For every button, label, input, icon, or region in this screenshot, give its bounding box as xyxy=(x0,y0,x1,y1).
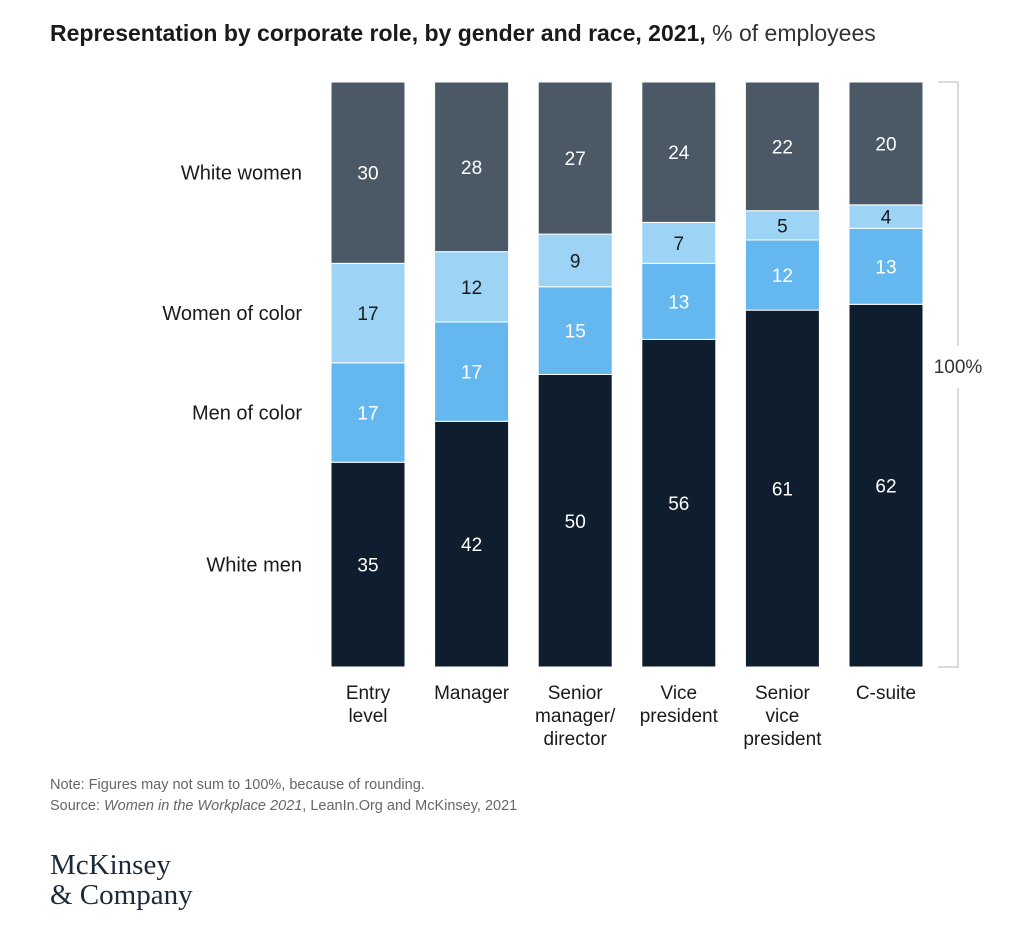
source-rest: , LeanIn.Org and McKinsey, 2021 xyxy=(302,798,518,814)
category-label: director xyxy=(544,729,608,750)
category-label: Senior xyxy=(548,683,604,704)
total-bracket xyxy=(938,81,959,668)
source-prefix: Source: xyxy=(50,798,104,814)
data-label: 20 xyxy=(875,134,896,155)
category-label: Senior xyxy=(755,683,811,704)
data-label: 9 xyxy=(570,251,581,272)
category-label: Vice xyxy=(660,683,697,704)
category-label: Entry xyxy=(346,683,391,704)
data-label: 5 xyxy=(777,216,788,237)
chart-note: Note: Figures may not sum to 100%, becau… xyxy=(50,777,425,793)
data-label: 22 xyxy=(772,137,793,158)
category-label: vice xyxy=(766,706,800,727)
data-label: 12 xyxy=(461,278,482,299)
data-label: 12 xyxy=(772,266,793,287)
bar-segment xyxy=(848,81,924,206)
chart-unit: % of employees xyxy=(712,20,876,46)
data-label: 42 xyxy=(461,535,482,556)
category-label: Manager xyxy=(434,683,510,704)
total-label: 100% xyxy=(934,357,983,378)
data-label: 7 xyxy=(674,234,685,255)
bar-segment xyxy=(537,286,613,375)
logo-line-2: & Company xyxy=(50,879,193,911)
bar-segment xyxy=(537,233,613,288)
bar-segment xyxy=(434,420,510,668)
logo-line-1: McKinsey xyxy=(50,849,171,881)
data-label: 15 xyxy=(565,322,586,343)
bar-segment xyxy=(330,362,406,463)
data-label: 13 xyxy=(875,257,896,278)
bar-segment xyxy=(641,221,717,264)
category-label: level xyxy=(348,706,387,727)
bar-segment xyxy=(537,374,613,668)
bar-segment xyxy=(434,321,510,422)
data-label: 62 xyxy=(875,477,896,498)
bar-segment xyxy=(848,227,924,305)
bar-segment xyxy=(744,309,820,668)
data-label: 17 xyxy=(357,304,378,325)
bar-segment xyxy=(641,81,717,223)
data-label: 50 xyxy=(565,512,586,533)
category-label: C-suite xyxy=(856,683,916,704)
category-label: president xyxy=(640,706,719,727)
data-label: 17 xyxy=(461,363,482,384)
data-label: 61 xyxy=(772,480,793,501)
data-label: 56 xyxy=(668,494,689,515)
bar-segment xyxy=(330,262,406,364)
chart-title-main: Representation by corporate role, by gen… xyxy=(50,20,706,46)
chart-title: Representation by corporate role, by gen… xyxy=(50,20,876,47)
bar-segment xyxy=(330,81,406,264)
category-label: president xyxy=(743,729,822,750)
data-label: 27 xyxy=(565,149,586,170)
series-label: White men xyxy=(206,555,302,577)
category-label: manager/ xyxy=(535,706,616,727)
bar-segment xyxy=(537,81,613,235)
bar-segment xyxy=(434,251,510,323)
data-label: 30 xyxy=(357,164,378,185)
bar-segment xyxy=(434,81,510,253)
mckinsey-logo: McKinsey & Company xyxy=(50,850,193,910)
data-label: 17 xyxy=(357,404,378,425)
bar-segment xyxy=(744,81,820,212)
bar-segment xyxy=(330,461,406,668)
bar-segment xyxy=(848,303,924,668)
series-label: Men of color xyxy=(192,403,302,425)
bar-segment xyxy=(641,262,717,340)
source-title: Women in the Workplace 2021 xyxy=(104,798,303,814)
data-label: 24 xyxy=(668,143,690,164)
series-label: Women of color xyxy=(162,303,302,325)
bar-segment xyxy=(744,210,820,241)
series-label: White women xyxy=(181,163,302,185)
chart-source: Source: Women in the Workplace 2021, Lea… xyxy=(50,798,517,814)
data-label: 13 xyxy=(668,292,689,313)
data-label: 28 xyxy=(461,158,482,179)
bar-segment xyxy=(641,338,717,668)
data-label: 35 xyxy=(357,556,378,577)
data-label: 4 xyxy=(881,208,892,229)
